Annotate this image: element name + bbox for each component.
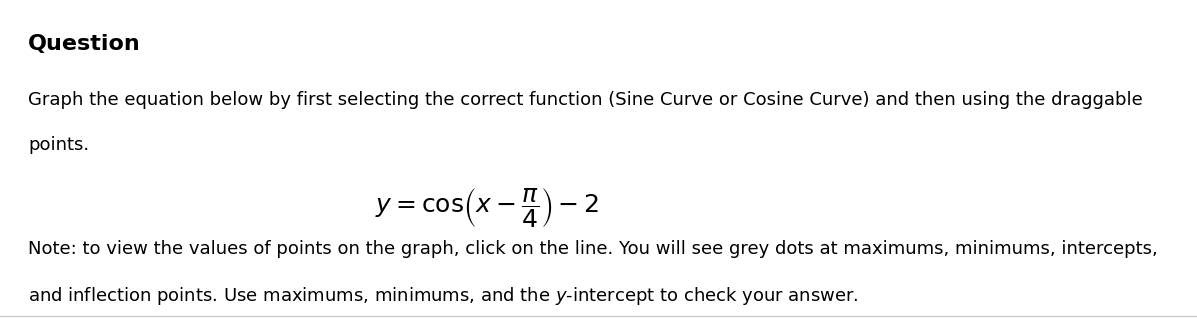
Text: and inflection points. Use maximums, minimums, and the $y$-intercept to check yo: and inflection points. Use maximums, min… [28,285,858,307]
Text: Note: to view the values of points on the graph, click on the line. You will see: Note: to view the values of points on th… [28,240,1157,258]
Text: $y = \cos\!\left(x - \dfrac{\pi}{4}\right) - 2$: $y = \cos\!\left(x - \dfrac{\pi}{4}\righ… [375,186,600,230]
Text: points.: points. [28,135,90,154]
Text: Graph the equation below by first selecting the correct function (Sine Curve or : Graph the equation below by first select… [28,91,1143,109]
Text: Question: Question [28,34,141,54]
